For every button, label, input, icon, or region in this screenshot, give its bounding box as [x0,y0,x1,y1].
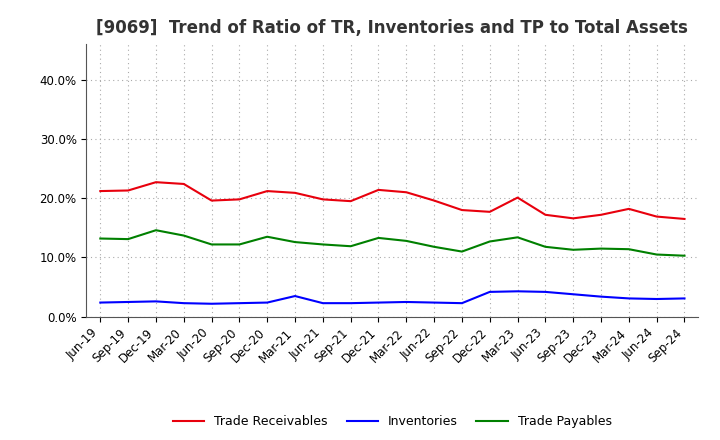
Trade Receivables [374,187,383,193]
Trade Payables [485,239,494,244]
Title: [9069]  Trend of Ratio of TR, Inventories and TP to Total Assets: [9069] Trend of Ratio of TR, Inventories… [96,19,688,37]
Trade Receivables [513,195,522,200]
Trade Payables [346,244,355,249]
Inventories [346,301,355,306]
Inventories [318,301,327,306]
Trade Payables [458,249,467,254]
Trade Receivables [263,188,271,194]
Trade Receivables [597,212,606,217]
Inventories [541,289,550,294]
Trade Receivables [124,188,132,193]
Trade Receivables [235,197,243,202]
Trade Payables [402,238,410,243]
Trade Payables [235,242,243,247]
Inventories [235,301,243,306]
Trade Receivables [541,212,550,217]
Inventories [624,296,633,301]
Trade Receivables [458,207,467,213]
Trade Payables [152,227,161,233]
Trade Receivables [430,198,438,203]
Trade Receivables [652,214,661,219]
Inventories [652,297,661,302]
Trade Payables [318,242,327,247]
Trade Payables [291,239,300,245]
Trade Payables [513,235,522,240]
Line: Inventories: Inventories [100,291,685,304]
Trade Receivables [318,197,327,202]
Trade Payables [179,233,188,238]
Line: Trade Payables: Trade Payables [100,230,685,256]
Trade Receivables [346,198,355,204]
Inventories [291,293,300,299]
Legend: Trade Receivables, Inventories, Trade Payables: Trade Receivables, Inventories, Trade Pa… [168,411,617,433]
Inventories [96,300,104,305]
Trade Payables [541,244,550,249]
Trade Receivables [291,190,300,195]
Inventories [513,289,522,294]
Trade Payables [624,246,633,252]
Trade Payables [263,234,271,239]
Inventories [569,292,577,297]
Trade Receivables [485,209,494,214]
Trade Payables [680,253,689,258]
Trade Payables [207,242,216,247]
Inventories [179,301,188,306]
Trade Receivables [179,181,188,187]
Inventories [152,299,161,304]
Trade Receivables [569,216,577,221]
Trade Payables [374,235,383,241]
Trade Payables [430,244,438,249]
Trade Payables [652,252,661,257]
Trade Receivables [152,180,161,185]
Trade Receivables [402,190,410,195]
Trade Receivables [680,216,689,222]
Inventories [458,301,467,306]
Trade Receivables [207,198,216,203]
Inventories [485,289,494,294]
Trade Payables [569,247,577,253]
Inventories [263,300,271,305]
Inventories [207,301,216,306]
Inventories [124,299,132,304]
Inventories [374,300,383,305]
Inventories [430,300,438,305]
Inventories [597,294,606,299]
Trade Payables [124,236,132,242]
Trade Payables [96,236,104,241]
Trade Payables [597,246,606,251]
Trade Receivables [96,188,104,194]
Inventories [680,296,689,301]
Inventories [402,299,410,304]
Line: Trade Receivables: Trade Receivables [100,182,685,219]
Trade Receivables [624,206,633,212]
